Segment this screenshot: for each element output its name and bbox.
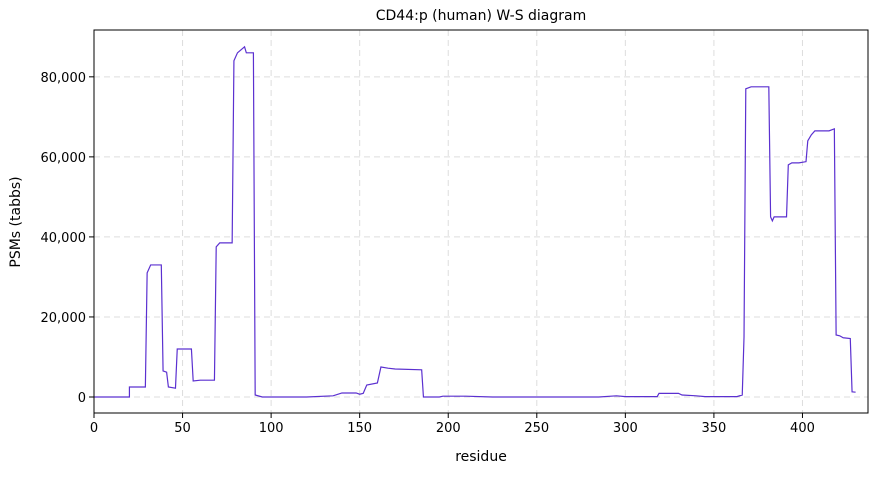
y-tick-label: 40,000	[41, 231, 87, 246]
y-tick-label: 20,000	[41, 311, 87, 326]
x-tick-label: 150	[347, 421, 372, 436]
x-tick-label: 400	[790, 421, 815, 436]
plot-frame	[93, 29, 869, 414]
x-tick-label: 0	[90, 421, 98, 436]
x-tick-label: 350	[701, 421, 726, 436]
data-line	[94, 45, 856, 398]
chart-title: CD44:p (human) W-S diagram	[376, 8, 587, 24]
x-tick-label: 300	[613, 421, 638, 436]
x-tick-label: 200	[436, 421, 461, 436]
y-tick-label: 0	[78, 391, 86, 406]
y-axis-label: PSMs (tabbs)	[8, 176, 24, 267]
x-tick-label: 50	[174, 421, 191, 436]
x-axis-label: residue	[455, 449, 507, 465]
x-tick-label: 100	[259, 421, 284, 436]
y-tick-label: 80,000	[41, 71, 87, 86]
x-tick-label: 250	[524, 421, 549, 436]
y-tick-label: 60,000	[41, 151, 87, 166]
